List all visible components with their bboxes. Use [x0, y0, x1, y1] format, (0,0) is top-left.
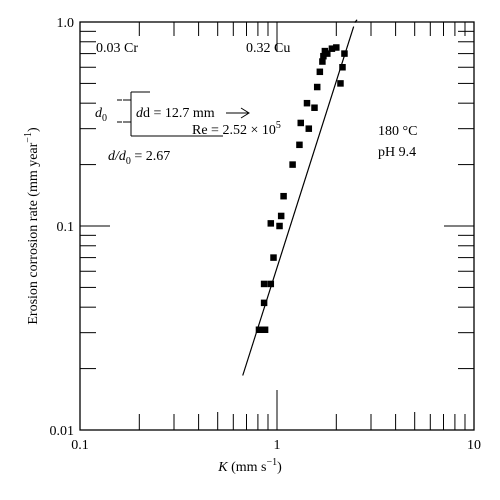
y-tick-label: 1.0 — [57, 16, 75, 31]
data-point — [313, 83, 321, 91]
data-point — [337, 80, 344, 87]
label-d0: d0 — [95, 106, 107, 124]
fit-line-group — [242, 19, 358, 376]
data-point — [297, 119, 305, 127]
data-point — [261, 326, 269, 334]
data-point — [270, 254, 277, 261]
data-point — [280, 192, 287, 200]
data-point — [320, 52, 327, 60]
annotation-cr: 0.03 Cr — [96, 41, 138, 56]
label-d-value: dd = 12.7 mm — [136, 106, 215, 121]
x-minor-ticks-bottom — [138, 390, 466, 430]
data-point — [311, 104, 318, 111]
label-reynolds: Re = 2.52 × 105 — [192, 120, 281, 138]
pipe-diagram: d0 dd = 12.7 mm Re = 2.52 × 105 d/d0 = 2… — [95, 91, 281, 167]
x-tick-label: 10 — [467, 438, 481, 453]
x-minor-ticks-top — [138, 22, 466, 52]
data-point — [255, 326, 263, 334]
data-point — [303, 99, 311, 107]
annotation-ph: pH 9.4 — [378, 145, 416, 160]
fit-line-extension — [354, 19, 358, 23]
flow-arrow-head — [240, 107, 250, 119]
data-point — [324, 50, 331, 57]
data-point — [341, 50, 348, 57]
x-tick-label: 0.1 — [71, 438, 89, 453]
data-point — [276, 222, 283, 230]
data-point — [260, 280, 268, 288]
y-minor-ticks-left — [80, 30, 110, 370]
fit-line — [242, 26, 355, 376]
annotation-temperature: 180 °C — [378, 124, 417, 139]
data-point — [260, 299, 268, 307]
data-point — [316, 68, 324, 76]
data-point — [319, 58, 326, 65]
data-point — [289, 161, 296, 168]
y-tick-label: 0.1 — [57, 220, 75, 235]
label-ratio: d/d0 = 2.67 — [108, 149, 170, 167]
y-minor-ticks-right — [444, 30, 474, 370]
tick-labels: 0.1 1 100.010.11.0 — [50, 16, 482, 453]
data-point — [267, 220, 275, 227]
data-point — [305, 125, 313, 132]
y-tick-label: 0.01 — [50, 424, 75, 439]
x-axis-label: K (mm s−1) — [217, 457, 282, 475]
data-point — [296, 141, 303, 149]
data-point — [333, 44, 340, 51]
data-point — [277, 212, 285, 220]
data-points — [255, 44, 348, 334]
x-tick-label: 1 — [274, 438, 281, 453]
annotation-cu: 0.32 Cu — [246, 41, 290, 56]
y-axis-label: Erosion corrosion rate (mm year−1) — [23, 127, 41, 325]
data-point — [339, 64, 346, 71]
data-point — [267, 280, 275, 288]
data-point — [328, 45, 336, 52]
